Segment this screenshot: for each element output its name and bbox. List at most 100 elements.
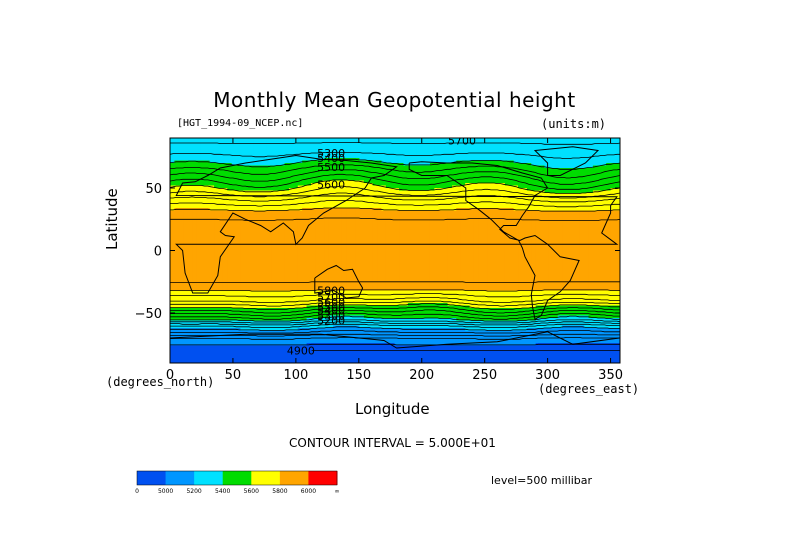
color-cell <box>540 233 546 237</box>
color-cell <box>456 185 462 189</box>
color-cell <box>368 180 374 184</box>
color-cell <box>333 238 339 242</box>
color-cell <box>451 210 457 214</box>
color-cell <box>399 150 405 154</box>
color-cell <box>575 253 581 257</box>
color-cell <box>337 215 343 219</box>
color-cell <box>465 230 471 234</box>
color-cell <box>438 255 444 259</box>
color-cell <box>275 168 281 172</box>
color-cell <box>328 183 334 187</box>
color-cell <box>548 185 554 189</box>
color-cell <box>535 163 541 167</box>
color-cell <box>429 225 435 229</box>
color-cell <box>496 143 502 147</box>
color-cell <box>306 140 312 144</box>
color-cell <box>491 245 497 249</box>
color-cell <box>333 198 339 202</box>
color-cell <box>271 220 277 224</box>
color-cell <box>359 213 365 217</box>
color-cell <box>443 195 449 199</box>
color-cell <box>482 140 488 144</box>
color-cell <box>425 230 431 234</box>
color-cell <box>236 150 242 154</box>
color-cell <box>341 230 347 234</box>
color-cell <box>610 183 616 187</box>
color-cell <box>174 180 180 184</box>
color-cell <box>399 173 405 177</box>
color-cell <box>253 168 259 172</box>
color-cell <box>280 140 286 144</box>
color-cell <box>399 233 405 237</box>
color-cell <box>170 220 176 224</box>
color-cell <box>601 185 607 189</box>
color-cell <box>333 218 339 222</box>
color-cell <box>566 210 572 214</box>
color-cell <box>597 148 603 152</box>
color-cell <box>355 255 361 259</box>
color-cell <box>183 200 189 204</box>
color-cell <box>597 205 603 209</box>
color-cell <box>597 168 603 172</box>
color-cell <box>566 230 572 234</box>
color-cell <box>183 190 189 194</box>
color-cell <box>509 158 515 162</box>
color-cell <box>504 160 510 164</box>
color-cell <box>394 185 400 189</box>
color-cell <box>407 208 413 212</box>
color-cell <box>447 158 453 162</box>
color-cell <box>178 240 184 244</box>
color-cell <box>513 235 519 239</box>
color-cell <box>513 220 519 224</box>
color-cell <box>540 188 546 192</box>
color-cell <box>478 140 484 144</box>
color-cell <box>346 235 352 239</box>
color-cell <box>377 140 383 144</box>
color-cell <box>302 170 308 174</box>
color-cell <box>509 173 515 177</box>
color-cell <box>478 218 484 222</box>
color-cell <box>359 250 365 254</box>
color-cell <box>275 220 281 224</box>
color-cell <box>240 218 246 222</box>
color-cell <box>429 253 435 257</box>
color-cell <box>310 210 316 214</box>
color-cell <box>584 148 590 152</box>
color-cell <box>518 193 524 197</box>
color-cell <box>540 248 546 252</box>
color-cell <box>610 215 616 219</box>
color-cell <box>284 208 290 212</box>
color-cell <box>209 163 215 167</box>
color-cell <box>196 163 202 167</box>
color-cell <box>487 235 493 239</box>
color-cell <box>570 210 576 214</box>
color-cell <box>460 250 466 254</box>
color-cell <box>333 153 339 157</box>
color-cell <box>614 238 620 242</box>
color-cell <box>584 200 590 204</box>
color-cell <box>513 240 519 244</box>
color-cell <box>350 163 356 167</box>
color-cell <box>209 190 215 194</box>
color-cell <box>570 208 576 212</box>
color-cell <box>385 150 391 154</box>
color-cell <box>368 175 374 179</box>
color-cell <box>355 198 361 202</box>
color-cell <box>280 160 286 164</box>
color-cell <box>478 230 484 234</box>
color-cell <box>416 228 422 232</box>
color-cell <box>544 250 550 254</box>
color-cell <box>504 210 510 214</box>
color-cell <box>209 140 215 144</box>
color-cell <box>614 233 620 237</box>
color-cell <box>535 253 541 257</box>
color-cell <box>341 223 347 227</box>
color-cell <box>469 158 475 162</box>
color-cell <box>253 143 259 147</box>
color-cell <box>487 240 493 244</box>
color-cell <box>460 255 466 259</box>
color-cell <box>456 245 462 249</box>
color-cell <box>350 208 356 212</box>
color-cell <box>178 163 184 167</box>
